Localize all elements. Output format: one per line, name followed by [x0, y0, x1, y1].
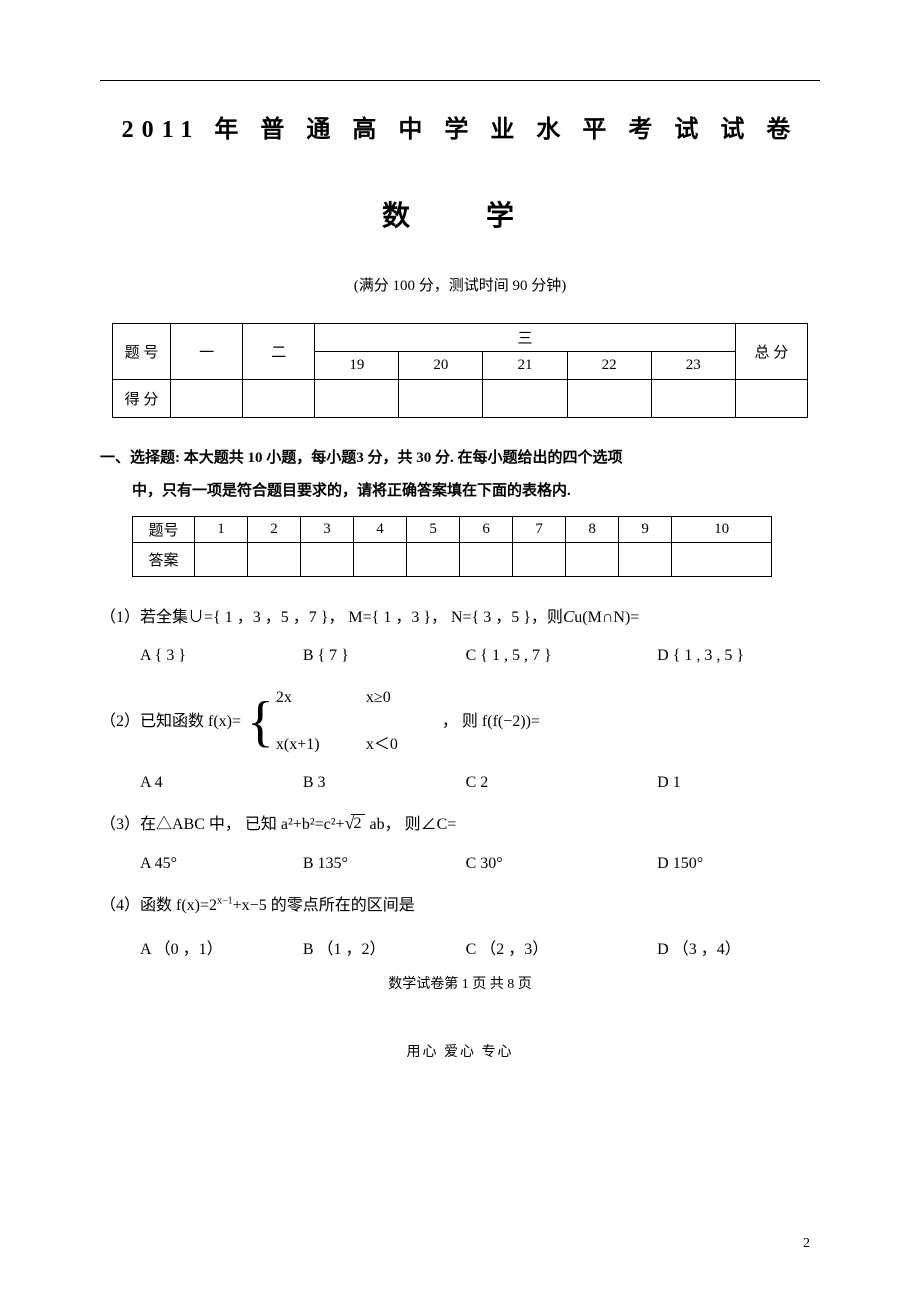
- q2-opt-d: D 1: [657, 774, 820, 792]
- exam-title: 2011 年 普 通 高 中 学 业 水 平 考 试 试 卷: [100, 109, 820, 144]
- answer-cell: [460, 543, 513, 577]
- score-col-total: 总 分: [735, 324, 807, 380]
- answer-num: 7: [513, 517, 566, 543]
- left-brace-icon: {: [247, 694, 274, 750]
- score-cell: [567, 380, 651, 418]
- page: 2011 年 普 通 高 中 学 业 水 平 考 试 试 卷 数 学 (满分 1…: [0, 0, 920, 1300]
- score-col-three: 三: [315, 324, 736, 352]
- footer-motto: 用心 爱心 专心: [100, 1041, 820, 1061]
- q4-stem-b: +x−5 的零点所在的区间是: [233, 897, 415, 914]
- score-table: 题 号 一 二 三 总 分 19 20 21 22 23 得 分: [112, 323, 808, 418]
- q4-opt-c: C （2 ，3）: [466, 935, 658, 959]
- answer-table: 题号 1 2 3 4 5 6 7 8 9 10 答案: [132, 516, 772, 577]
- pw-r2c2: x＜0: [366, 730, 436, 760]
- q4-exponent: x−1: [217, 895, 233, 906]
- q4-stem-a: （4）函数 f(x)=2: [100, 897, 217, 914]
- answer-num: 2: [248, 517, 301, 543]
- q3-opt-a: A 45°: [140, 855, 303, 873]
- top-divider: [100, 80, 820, 81]
- section1-heading-line2: 中，只有一项是符合题目要求的，请将正确答案填在下面的表格内.: [132, 475, 820, 508]
- q4-opt-a: A （0 ，1）: [140, 935, 303, 959]
- q3-options: A 45° B 135° C 30° D 150°: [140, 855, 820, 873]
- q2-opt-a: A 4: [140, 774, 303, 792]
- question-4: （4）函数 f(x)=2x−1+x−5 的零点所在的区间是: [100, 891, 820, 921]
- answer-cell: [513, 543, 566, 577]
- q1-opt-d: D { 1 , 3 , 5 }: [657, 647, 820, 665]
- answer-cell: [195, 543, 248, 577]
- q3-opt-c: C 30°: [466, 855, 658, 873]
- score-col-two: 二: [243, 324, 315, 380]
- sqrt-expr: √2: [345, 814, 366, 833]
- score-col-one: 一: [171, 324, 243, 380]
- q1-opt-c: C { 1 , 5 , 7 }: [466, 647, 658, 665]
- score-cell: [735, 380, 807, 418]
- score-sub-19: 19: [315, 352, 399, 380]
- q1-stem-a: （1）若全集∪={ 1 ，3 ，5 ，7 }， M={ 1 ，3 }， N={ …: [100, 609, 563, 626]
- answer-num: 8: [566, 517, 619, 543]
- score-cell: [315, 380, 399, 418]
- pw-r1c1: 2x: [276, 683, 366, 713]
- answer-num: 10: [672, 517, 772, 543]
- q1-opt-b: B { 7 }: [303, 647, 466, 665]
- pw-r1c2: x≥0: [366, 683, 436, 713]
- answer-num: 4: [354, 517, 407, 543]
- score-sub-21: 21: [483, 352, 567, 380]
- q1-opt-a: A { 3 }: [140, 647, 303, 665]
- question-1: （1）若全集∪={ 1 ，3 ，5 ，7 }， M={ 1 ，3 }， N={ …: [100, 601, 820, 633]
- q1-stem-b: u(M∩N)=: [574, 609, 639, 626]
- q4-opt-d: D （3 ，4）: [657, 935, 820, 959]
- answer-cell: [566, 543, 619, 577]
- answer-num: 1: [195, 517, 248, 543]
- pw-r2c1: x(x+1): [276, 730, 366, 760]
- question-3: （3）在△ABC 中， 已知 a²+b²=c²+√2 ab， 则∠C=: [100, 810, 820, 840]
- answer-num: 5: [407, 517, 460, 543]
- answer-cell: [248, 543, 301, 577]
- answer-num: 3: [301, 517, 354, 543]
- section1-heading-line1: 一、选择题: 本大题共 10 小题，每小题3 分，共 30 分. 在每小题给出的…: [100, 442, 820, 475]
- answer-num: 9: [619, 517, 672, 543]
- q1-options: A { 3 } B { 7 } C { 1 , 5 , 7 } D { 1 , …: [140, 647, 820, 665]
- q4-options: A （0 ，1） B （1 ，2） C （2 ，3） D （3 ，4）: [140, 935, 820, 959]
- score-sub-20: 20: [399, 352, 483, 380]
- answer-cell: [619, 543, 672, 577]
- score-cell: [243, 380, 315, 418]
- q2-stem-a: （2）已知函数 f(x)=: [100, 707, 241, 737]
- answer-cell: [354, 543, 407, 577]
- answer-num: 6: [460, 517, 513, 543]
- q4-opt-b: B （1 ，2）: [303, 935, 466, 959]
- score-sub-22: 22: [567, 352, 651, 380]
- score-cell: [171, 380, 243, 418]
- answer-cell: [672, 543, 772, 577]
- q2-stem-b: ， 则 f(f(−2))=: [442, 707, 540, 737]
- q2-opt-c: C 2: [466, 774, 658, 792]
- q3-opt-d: D 150°: [657, 855, 820, 873]
- score-label-score: 得 分: [113, 380, 171, 418]
- complement-symbol: C: [563, 607, 574, 626]
- q3-stem-b: ab， 则∠C=: [365, 816, 456, 833]
- answer-cell: [407, 543, 460, 577]
- answer-label-ans: 答案: [133, 543, 195, 577]
- exam-meta: (满分 100 分，测试时间 90 分钟): [100, 274, 820, 295]
- score-sub-23: 23: [651, 352, 735, 380]
- answer-cell: [301, 543, 354, 577]
- question-2: （2）已知函数 f(x)= { 2x x≥0 x(x+1) x＜0 ， 则 f(…: [100, 683, 820, 760]
- subject-heading: 数 学: [100, 194, 820, 234]
- q3-stem-a: （3）在△ABC 中， 已知 a²+b²=c²+: [100, 816, 345, 833]
- score-cell: [651, 380, 735, 418]
- radicand: 2: [351, 814, 365, 833]
- footer-page-info: 数学试卷第 1 页 共 8 页: [100, 973, 820, 993]
- q2-options: A 4 B 3 C 2 D 1: [140, 774, 820, 792]
- piecewise-function: { 2x x≥0 x(x+1) x＜0: [247, 683, 436, 760]
- answer-label-qnum: 题号: [133, 517, 195, 543]
- q3-opt-b: B 135°: [303, 855, 466, 873]
- page-number: 2: [803, 1236, 810, 1252]
- score-cell: [483, 380, 567, 418]
- q2-opt-b: B 3: [303, 774, 466, 792]
- score-label-qnum: 题 号: [113, 324, 171, 380]
- score-cell: [399, 380, 483, 418]
